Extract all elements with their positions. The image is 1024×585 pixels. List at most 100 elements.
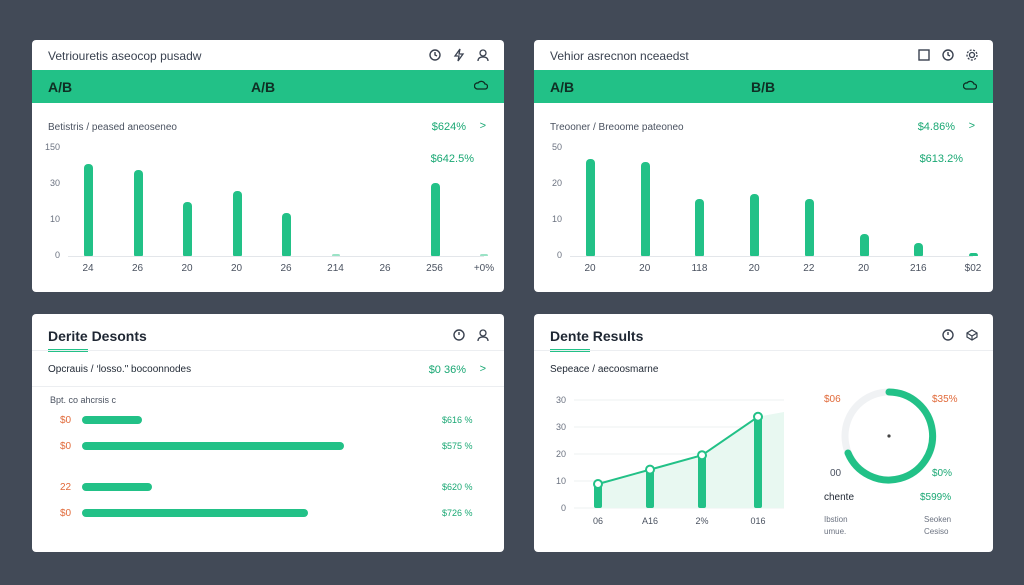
x-tick-label: 118 [691, 263, 708, 274]
clock-icon[interactable] [428, 48, 442, 62]
row-label: $0 [60, 441, 72, 452]
ab-test-panel-b: Vehior asrecnon nceaedst A/B B/B Treoone… [534, 40, 993, 292]
row-label: $0 [60, 415, 72, 426]
line-chart: 30 30 20 10 0 06 A16 2% 016 [556, 395, 784, 526]
variant-bar: A/B B/B [534, 70, 993, 103]
y-tick-label: 30 [556, 422, 566, 432]
cloud-icon[interactable] [473, 79, 489, 97]
row-bar[interactable] [82, 483, 152, 491]
y-tick-label: 10 [556, 476, 566, 486]
kpi-primary: $624% [431, 121, 466, 133]
cloud-icon[interactable] [962, 79, 978, 97]
row-value: $726 % [442, 508, 473, 518]
y-tick-label: 20 [551, 178, 562, 188]
kpi-secondary: $613.2% [919, 153, 963, 165]
user-icon[interactable] [476, 328, 490, 342]
x-tick-label: A16 [642, 516, 658, 526]
bar[interactable] [183, 202, 192, 256]
panel-title: Vetriouretis aseocop pusadw [48, 49, 202, 63]
y-tick-label: 20 [556, 449, 566, 459]
bar [594, 484, 602, 508]
gauge-arc [844, 388, 937, 484]
x-tick-label: 06 [593, 516, 603, 526]
bar[interactable] [430, 183, 440, 256]
x-tick-label: 216 [909, 263, 927, 274]
bar[interactable] [969, 253, 978, 256]
bar [646, 469, 654, 508]
x-tick-label: 214 [327, 263, 344, 274]
variant-center-label: B/B [751, 79, 776, 95]
gauge-footnote-left: Ibstion umue. [824, 515, 848, 536]
bar[interactable] [914, 242, 924, 256]
panel-title: Vehior asrecnon nceaedst [550, 49, 689, 63]
segment-results-panel: Derite Desonts Opcrauis / ‘losso." bocoo… [32, 314, 504, 552]
x-tick-label: 26 [131, 263, 144, 274]
row-bar[interactable] [82, 509, 308, 517]
x-tick-label: 26 [379, 263, 391, 274]
clock-icon[interactable] [941, 48, 955, 62]
chevron-right-icon[interactable]: > [968, 120, 975, 132]
clock-icon[interactable] [452, 328, 466, 342]
y-tick-label: 50 [551, 142, 562, 152]
x-tick-label: 26 [280, 263, 292, 274]
x-tick-label: 2% [695, 516, 708, 526]
bar[interactable] [133, 169, 143, 256]
bar [698, 455, 706, 508]
chart-subheading: Opcrauis / ‘losso." bocoonnodes [48, 364, 192, 375]
kpi-primary: $4.86% [917, 121, 955, 133]
x-tick-label: 24 [82, 263, 94, 274]
gauge-center [887, 434, 891, 438]
bar[interactable] [859, 234, 869, 256]
row-bar[interactable] [82, 416, 142, 424]
chevron-right-icon[interactable]: > [479, 120, 486, 132]
x-tick-label: +0% [473, 263, 495, 274]
row-bar[interactable] [82, 442, 344, 450]
bar [754, 416, 762, 508]
x-tick-label: 016 [750, 516, 765, 526]
gauge-label-right-top: $35% [932, 394, 958, 405]
x-tick-label: 20 [584, 263, 596, 274]
data-point [593, 479, 603, 489]
variant-bar: A/B A/B [32, 70, 504, 103]
variant-left-label: A/B [48, 79, 73, 95]
user-icon[interactable] [476, 48, 490, 62]
panel-title: Derite Desonts [48, 328, 147, 344]
kpi-primary: $0 36% [428, 364, 466, 376]
x-tick-label: 256 [426, 263, 443, 274]
x-tick-label: 20 [181, 263, 193, 274]
cube-icon[interactable] [965, 328, 979, 342]
bar[interactable] [480, 254, 488, 256]
gear-icon[interactable] [965, 48, 979, 62]
row-value: $575 % [442, 441, 473, 451]
section-label: Bpt. co ahcrsis c [50, 395, 117, 405]
bar[interactable] [84, 164, 93, 256]
bar[interactable] [232, 191, 242, 256]
row-label: 22 [60, 482, 72, 493]
bar[interactable] [282, 212, 291, 256]
series-line [597, 415, 759, 485]
chevron-right-icon[interactable]: > [479, 363, 486, 375]
y-tick-label: 10 [551, 214, 562, 224]
y-tick-label: 0 [561, 503, 566, 513]
square-icon[interactable] [917, 48, 931, 62]
clock-icon[interactable] [941, 328, 955, 342]
bar[interactable] [586, 158, 595, 256]
x-tick-label: 22 [803, 263, 815, 274]
row-label: $0 [60, 508, 72, 519]
panel-header: Vetriouretis aseocop pusadw [32, 40, 504, 70]
bar[interactable] [695, 199, 705, 256]
kpi-secondary: $642.5% [430, 153, 474, 165]
x-axis-line [68, 256, 484, 257]
row-value: $620 % [442, 482, 473, 492]
data-point [753, 411, 763, 422]
bar[interactable] [331, 254, 340, 256]
bar[interactable] [640, 161, 650, 256]
gauge-label-left-bottom: 00 [830, 468, 842, 479]
bar[interactable] [750, 193, 760, 256]
gauge-footnote-right: Seoken Cesiso [924, 515, 952, 536]
flash-icon[interactable] [452, 48, 466, 62]
bar[interactable] [804, 199, 814, 256]
panel-title: Dente Results [550, 328, 644, 344]
x-tick-label: 20 [858, 263, 870, 274]
ab-test-panel-a: Vetriouretis aseocop pusadw A/B A/B Beti… [32, 40, 504, 292]
